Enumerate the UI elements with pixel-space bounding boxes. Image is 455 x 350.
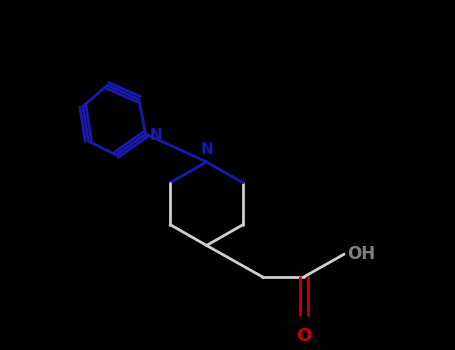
Text: O: O — [297, 327, 312, 345]
Text: N: N — [200, 142, 213, 157]
Text: N: N — [150, 128, 162, 143]
Text: OH: OH — [348, 245, 376, 263]
